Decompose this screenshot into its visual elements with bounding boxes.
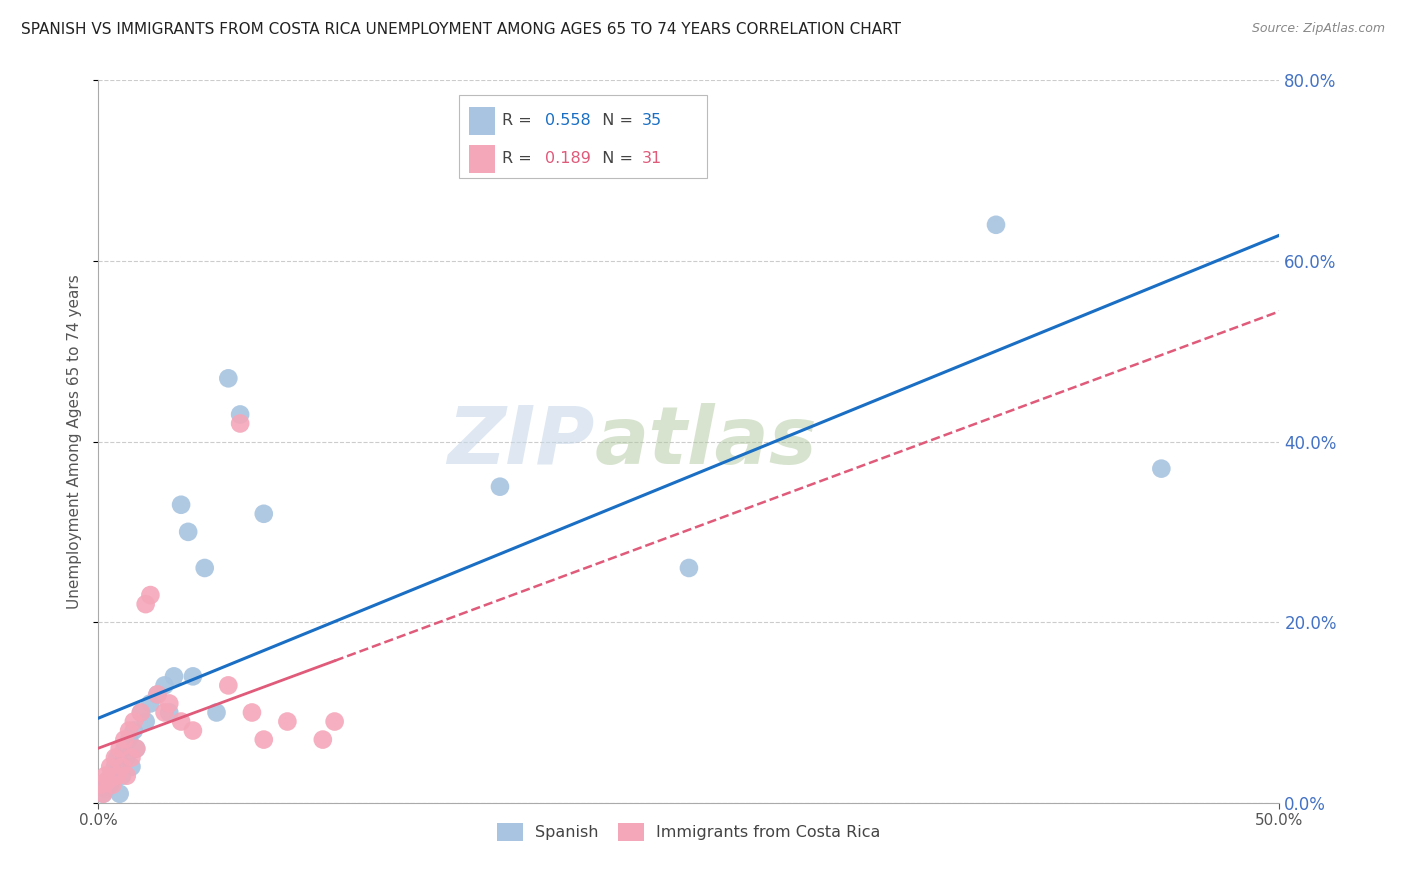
Point — [98, 778, 121, 792]
Point — [122, 723, 145, 738]
Point — [90, 778, 112, 792]
Point — [153, 706, 176, 720]
Point — [122, 714, 145, 729]
Point — [229, 408, 252, 422]
Point — [90, 778, 112, 792]
Text: R =: R = — [502, 113, 537, 128]
Point — [129, 706, 152, 720]
Point — [253, 507, 276, 521]
Point — [984, 218, 1007, 232]
Point — [97, 773, 120, 788]
Bar — [470, 145, 495, 172]
Point — [139, 697, 162, 711]
Point — [678, 561, 700, 575]
Point — [112, 732, 135, 747]
Point — [94, 782, 117, 797]
Point — [91, 787, 114, 801]
FancyBboxPatch shape — [458, 95, 707, 178]
Point — [91, 787, 114, 801]
Point — [146, 687, 169, 701]
Point — [312, 732, 335, 747]
Point — [125, 741, 148, 756]
Point — [170, 498, 193, 512]
Point — [181, 723, 204, 738]
Text: 35: 35 — [641, 113, 662, 128]
Point — [111, 769, 134, 783]
Point — [489, 480, 512, 494]
Text: R =: R = — [502, 152, 537, 166]
Text: SPANISH VS IMMIGRANTS FROM COSTA RICA UNEMPLOYMENT AMONG AGES 65 TO 74 YEARS COR: SPANISH VS IMMIGRANTS FROM COSTA RICA UN… — [21, 22, 901, 37]
Point — [229, 417, 252, 431]
Point — [146, 687, 169, 701]
Point — [105, 750, 128, 764]
Point — [157, 706, 180, 720]
Point — [108, 741, 131, 756]
Point — [276, 714, 298, 729]
Point — [177, 524, 200, 539]
Text: 31: 31 — [641, 152, 662, 166]
Y-axis label: Unemployment Among Ages 65 to 74 years: Unemployment Among Ages 65 to 74 years — [67, 274, 83, 609]
Point — [125, 741, 148, 756]
Text: N =: N = — [592, 113, 638, 128]
Point — [118, 723, 141, 738]
Text: atlas: atlas — [595, 402, 817, 481]
Point — [135, 597, 157, 611]
Point — [194, 561, 217, 575]
Point — [101, 769, 124, 783]
Point — [97, 773, 120, 788]
Point — [1150, 461, 1173, 475]
Point — [112, 741, 135, 756]
Point — [205, 706, 228, 720]
Point — [111, 760, 134, 774]
Point — [105, 769, 128, 783]
Point — [157, 697, 180, 711]
Point — [153, 678, 176, 692]
Point — [115, 750, 138, 764]
Point — [115, 769, 138, 783]
Point — [129, 706, 152, 720]
Point — [181, 669, 204, 683]
Point — [108, 787, 131, 801]
Point — [323, 714, 346, 729]
Text: Source: ZipAtlas.com: Source: ZipAtlas.com — [1251, 22, 1385, 36]
Point — [104, 750, 127, 764]
Point — [163, 669, 186, 683]
Bar — [470, 107, 495, 135]
Text: N =: N = — [592, 152, 638, 166]
Point — [98, 760, 121, 774]
Legend: Spanish, Immigrants from Costa Rica: Spanish, Immigrants from Costa Rica — [489, 814, 889, 849]
Point — [121, 750, 143, 764]
Point — [240, 706, 263, 720]
Point — [135, 714, 157, 729]
Point — [217, 371, 239, 385]
Point — [118, 732, 141, 747]
Text: ZIP: ZIP — [447, 402, 595, 481]
Text: 0.189: 0.189 — [546, 152, 591, 166]
Point — [170, 714, 193, 729]
Point — [121, 760, 143, 774]
Point — [101, 778, 124, 792]
Point — [104, 760, 127, 774]
Point — [94, 769, 117, 783]
Point — [253, 732, 276, 747]
Point — [139, 588, 162, 602]
Text: 0.558: 0.558 — [546, 113, 591, 128]
Point — [217, 678, 239, 692]
